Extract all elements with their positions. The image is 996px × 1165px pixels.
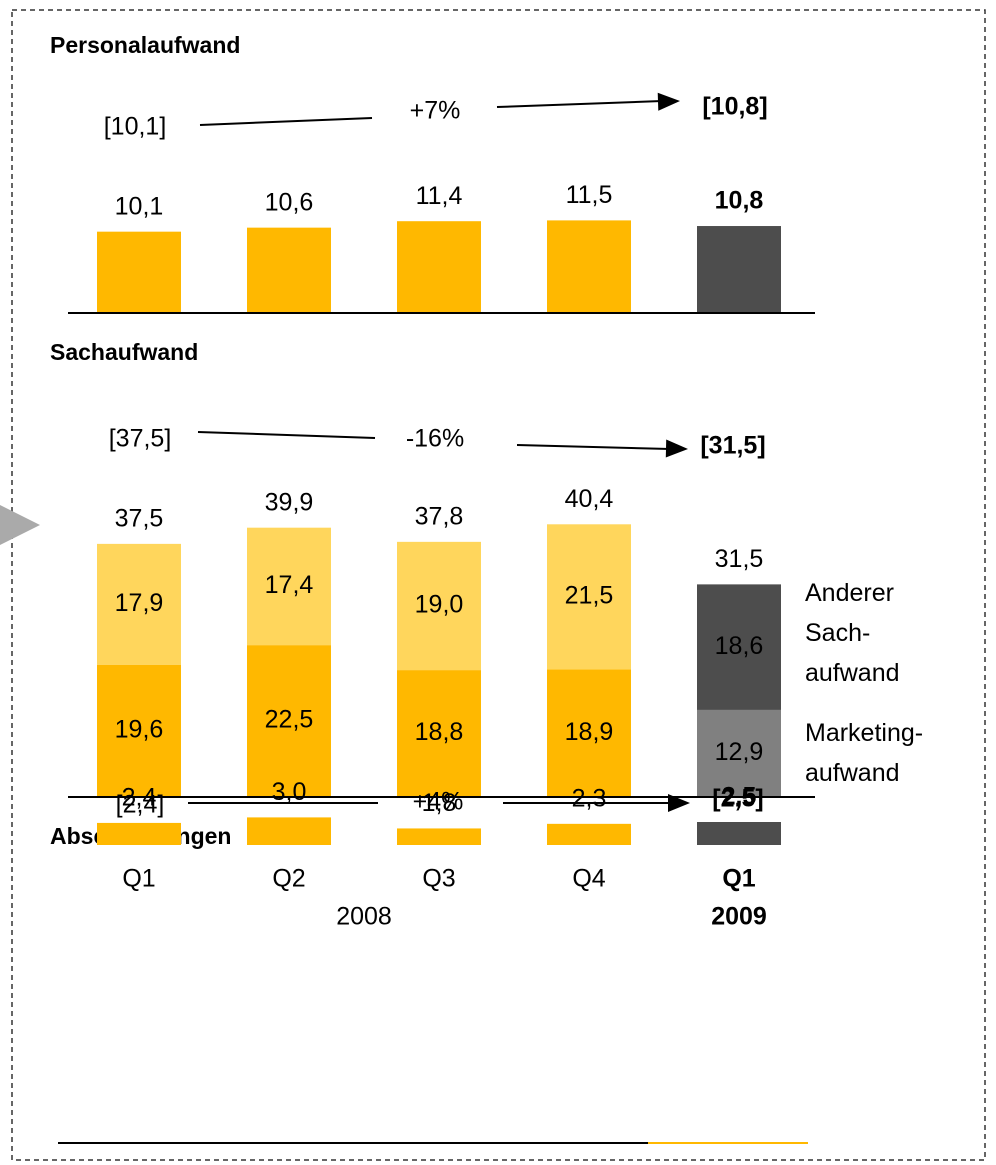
change-percent: +7% — [410, 97, 461, 125]
bar — [247, 227, 331, 313]
value-label: 2,3 — [572, 784, 607, 812]
total-label: 37,5 — [115, 504, 164, 532]
change-percent: -16% — [406, 425, 464, 453]
segment-label: 19,0 — [415, 591, 464, 619]
value-label: 2,4 — [122, 784, 157, 812]
total-label: 31,5 — [715, 545, 764, 573]
x-tick-label: Q4 — [572, 865, 605, 893]
legend-entry: Anderer Sach- aufwand — [805, 579, 900, 687]
change-arrow-head — [668, 794, 690, 812]
change-to: [2,5] — [712, 785, 763, 813]
change-from: [10,1] — [104, 113, 167, 141]
segment-label: 21,5 — [565, 581, 614, 609]
value-label: 10,8 — [715, 187, 764, 215]
segment-label: 17,9 — [115, 589, 164, 617]
pointer — [0, 505, 40, 545]
change-to: [10,8] — [702, 93, 767, 121]
value-label: 3,0 — [272, 778, 307, 806]
change-from: [37,5] — [109, 425, 172, 453]
bar-segment — [247, 645, 331, 797]
segment-label: 22,5 — [265, 706, 314, 734]
x-tick-label: Q1 — [122, 865, 155, 893]
bar-segment — [397, 541, 481, 671]
bar-segment — [697, 709, 781, 797]
x-tick-label: Q2 — [272, 865, 305, 893]
value-label: 11,5 — [566, 181, 613, 209]
x-group-label: 2009 — [711, 903, 767, 931]
bar-segment — [397, 670, 481, 797]
bar-segment — [697, 584, 781, 710]
bar-segment — [547, 524, 631, 670]
bar — [97, 822, 181, 845]
bar — [247, 817, 331, 845]
change-line — [199, 117, 373, 126]
change-arrow-head — [665, 439, 688, 458]
bar — [547, 220, 631, 313]
bar-segment — [547, 669, 631, 797]
segment-label: 17,4 — [265, 571, 314, 599]
value-label: 2,5 — [722, 783, 757, 811]
bar — [547, 823, 631, 845]
change-to: [31,5] — [700, 432, 765, 460]
value-label: 1,8 — [422, 789, 457, 817]
change-arrow-head — [657, 92, 680, 111]
segment-label: 19,6 — [115, 715, 164, 743]
bar — [97, 231, 181, 313]
panel-title: Personalaufwand — [50, 32, 240, 58]
legend-entry: Marketing- aufwand — [805, 719, 924, 787]
segment-label: 18,8 — [415, 718, 464, 746]
x-tick-label: Q1 — [722, 865, 755, 893]
bar-segment — [247, 527, 331, 646]
total-label: 40,4 — [565, 485, 614, 513]
bar — [397, 828, 481, 845]
change-percent: +4% — [413, 788, 464, 816]
change-from: [2,4] — [116, 791, 165, 819]
x-tick-label: Q3 — [422, 865, 455, 893]
change-line — [197, 431, 376, 439]
bar-segment — [97, 664, 181, 797]
change-arrow — [516, 444, 671, 450]
value-label: 11,4 — [416, 182, 463, 210]
value-label: 10,6 — [265, 188, 314, 216]
change-arrow — [496, 100, 663, 108]
total-label: 39,9 — [265, 488, 314, 516]
bar — [697, 226, 781, 313]
frame — [11, 9, 986, 1161]
bar — [397, 221, 481, 313]
value-label: 10,1 — [115, 192, 164, 220]
total-label: 37,8 — [415, 502, 464, 530]
bar — [697, 822, 781, 845]
segment-label: 18,9 — [565, 718, 614, 746]
segment-label: 12,9 — [715, 738, 764, 766]
panel-title: Sachaufwand — [50, 339, 198, 365]
x-group-label: 2008 — [336, 903, 392, 931]
bar-segment — [97, 543, 181, 665]
segment-label: 18,6 — [715, 632, 764, 660]
